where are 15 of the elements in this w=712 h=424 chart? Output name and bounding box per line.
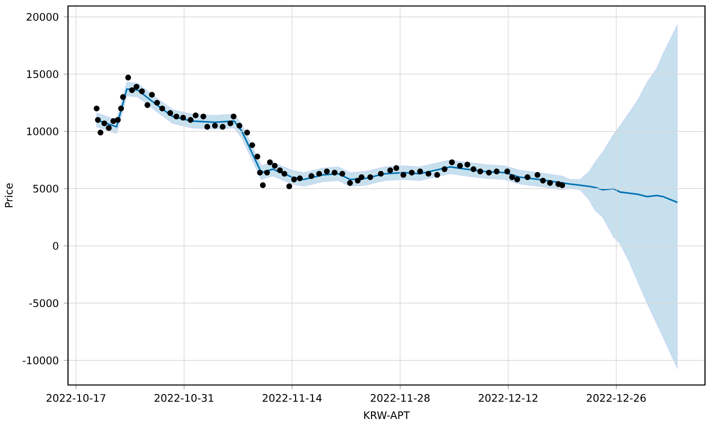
y-tick-label: 0 [53, 242, 58, 250]
x-tick-label: 2022-11-14 [262, 394, 322, 402]
x-tick-label: 2022-11-28 [370, 394, 430, 402]
y-tick-label: 5000 [33, 184, 58, 193]
x-tick-label: 2022-10-17 [46, 394, 106, 402]
x-tick-label: 2022-10-31 [154, 394, 214, 402]
y-tick-label: 20000 [26, 12, 58, 21]
y-axis-title: Price [4, 183, 13, 208]
y-tick-label: -10000 [22, 356, 58, 364]
x-tick-label: 2022-12-26 [586, 394, 646, 402]
y-tick-label: 10000 [27, 127, 58, 136]
x-axis-title: KRW-APT [364, 411, 410, 419]
y-tick-label: 15000 [27, 70, 58, 78]
x-tick-label: 2022-12-12 [478, 394, 538, 402]
y-tick-label: -5000 [29, 299, 58, 308]
